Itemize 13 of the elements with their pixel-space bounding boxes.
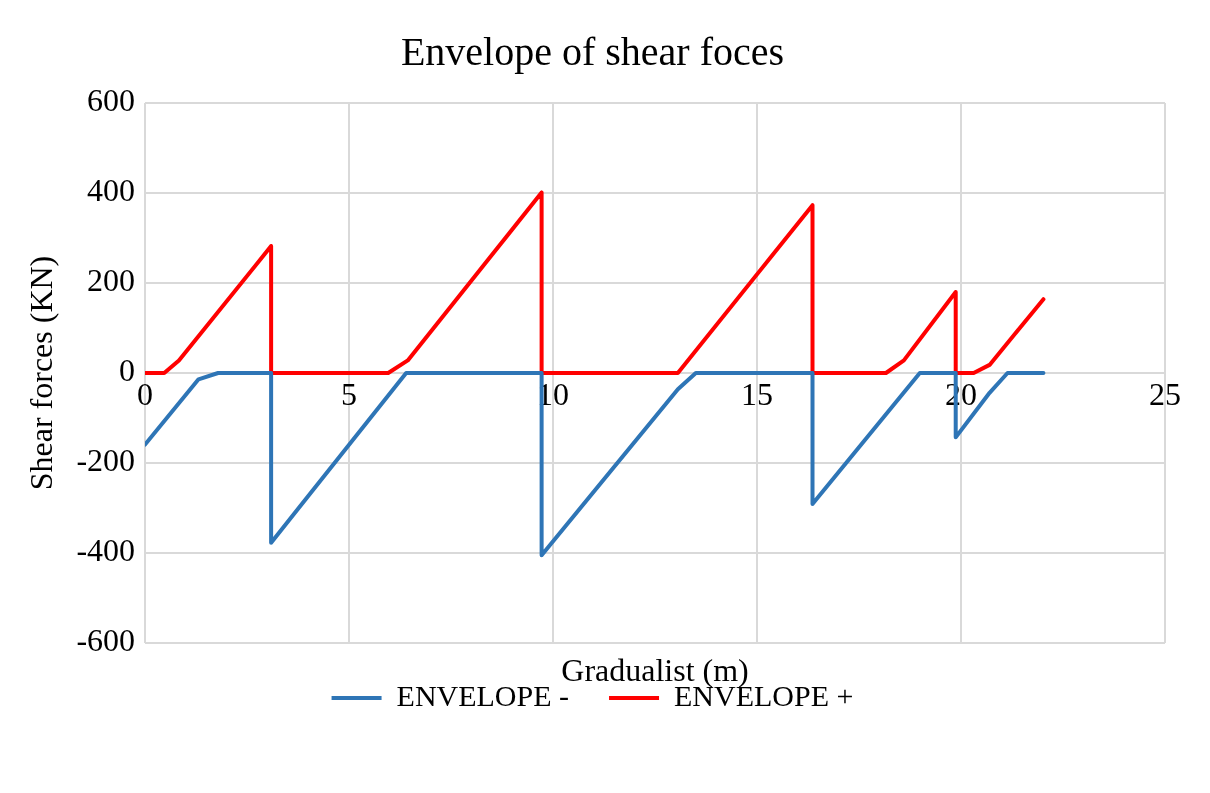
y-tick-label: 400 (87, 172, 136, 209)
x-tick-label: 10 (537, 375, 570, 412)
y-tick-label: 200 (87, 262, 136, 299)
x-tick-label: 25 (1149, 375, 1181, 412)
x-tick-label: 5 (341, 375, 358, 412)
y-tick-label: -400 (76, 532, 136, 569)
x-tick-label: 15 (741, 375, 774, 412)
y-axis-title: Shear forces (KN) (22, 255, 59, 491)
y-tick-label: -200 (76, 442, 136, 479)
y-tick-label: 0 (119, 352, 136, 389)
chart-title: Envelope of shear foces (400, 28, 785, 74)
y-tick-label: -600 (76, 622, 136, 659)
y-tick-label: 600 (87, 82, 136, 119)
